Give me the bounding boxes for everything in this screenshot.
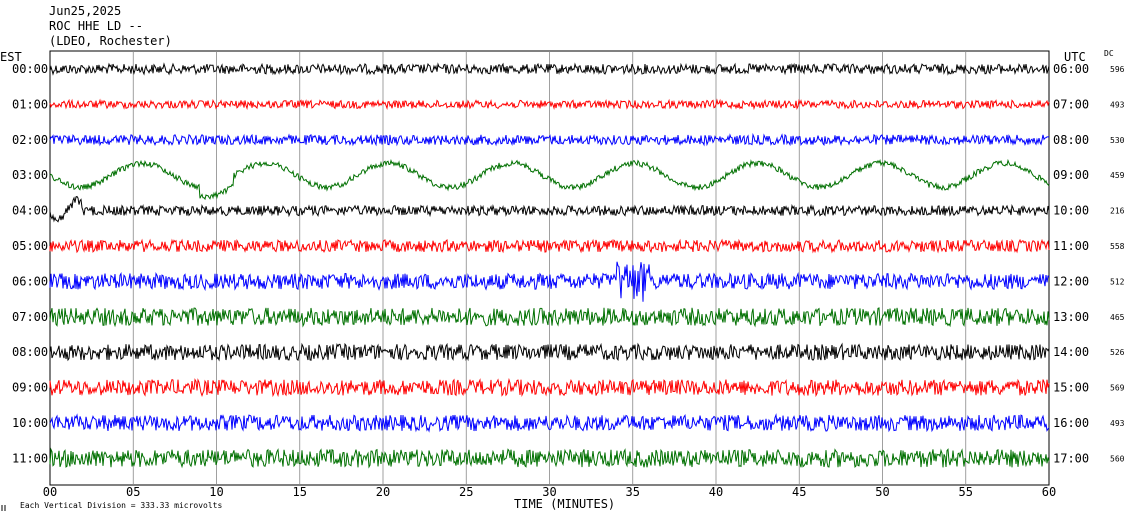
est-hour-label: 11:00 <box>12 451 48 465</box>
grid-lines <box>132 51 967 485</box>
est-hour-label: 08:00 <box>12 345 48 359</box>
trace-line <box>49 132 1050 147</box>
x-tick-label: 60 <box>1042 485 1056 499</box>
x-axis-label: TIME (MINUTES) <box>514 497 615 511</box>
x-tick-label: 15 <box>293 485 307 499</box>
right-timezone-label: UTC <box>1064 50 1086 64</box>
utc-hour-label: 13:00 <box>1053 310 1089 324</box>
trace-line <box>49 307 1050 328</box>
dc-header-label: DC <box>1104 49 1114 58</box>
utc-hour-label: 16:00 <box>1053 416 1089 430</box>
x-tick-label: 25 <box>459 485 473 499</box>
utc-hour-label: 09:00 <box>1053 168 1089 182</box>
utc-hour-label: 17:00 <box>1053 451 1089 465</box>
dc-offset-value: 465 <box>1110 313 1125 322</box>
x-tick-label: 35 <box>626 485 640 499</box>
dc-offset-value: 493 <box>1110 419 1125 428</box>
est-hour-label: 01:00 <box>12 97 48 111</box>
x-tick-label: 50 <box>875 485 889 499</box>
x-tick-label: 45 <box>792 485 806 499</box>
scale-icon <box>1 505 6 511</box>
est-hour-label: 09:00 <box>12 381 48 395</box>
dc-offset-value: 512 <box>1110 277 1125 286</box>
trace-line <box>49 261 1050 302</box>
trace-line <box>49 238 1050 254</box>
dc-offset-value: 526 <box>1110 348 1125 357</box>
dc-offset-value: 560 <box>1110 454 1125 463</box>
est-hour-label: 05:00 <box>12 239 48 253</box>
trace-line <box>49 195 1050 223</box>
header-station: ROC HHE LD -- <box>49 19 143 33</box>
est-hour-label: 06:00 <box>12 274 48 288</box>
trace-line <box>49 377 1050 398</box>
dc-offset-value: 596 <box>1110 65 1125 74</box>
est-hour-label: 03:00 <box>12 168 48 182</box>
left-timezone-label: EST <box>0 50 22 64</box>
trace-line <box>49 342 1050 362</box>
utc-hour-label: 11:00 <box>1053 239 1089 253</box>
est-hour-label: 07:00 <box>12 310 48 324</box>
trace-line <box>49 98 1050 111</box>
utc-hour-label: 07:00 <box>1053 97 1089 111</box>
trace-line <box>49 158 1050 201</box>
dc-offset-value: 459 <box>1110 171 1125 180</box>
utc-hour-label: 15:00 <box>1053 381 1089 395</box>
est-hour-label: 00:00 <box>12 62 48 76</box>
est-hour-label: 10:00 <box>12 416 48 430</box>
dc-offset-value: 216 <box>1110 207 1125 216</box>
utc-hour-label: 14:00 <box>1053 345 1089 359</box>
x-tick-label: 30 <box>542 485 556 499</box>
utc-hour-label: 10:00 <box>1053 204 1089 218</box>
header-date: Jun25,2025 <box>49 4 122 18</box>
x-tick-label: 05 <box>126 485 140 499</box>
dc-offset-value: 530 <box>1110 136 1125 145</box>
dc-offset-value: 558 <box>1110 242 1125 251</box>
x-tick-label: 20 <box>376 485 390 499</box>
trace-line <box>49 62 1050 76</box>
x-tick-label: 00 <box>43 485 57 499</box>
dc-offset-value: 493 <box>1110 100 1125 109</box>
axis-labels: 00 05 10 15 20 25 30 35 40 45 50 55 60 00:00 06:00 596 0… <box>12 62 1125 499</box>
trace-line <box>49 413 1050 433</box>
x-tick-label: 55 <box>959 485 973 499</box>
utc-hour-label: 08:00 <box>1053 133 1089 147</box>
x-tick-label: 40 <box>709 485 723 499</box>
scale-note: Each Vertical Division = 333.33 microvol… <box>20 501 222 510</box>
est-hour-label: 04:00 <box>12 204 48 218</box>
est-hour-label: 02:00 <box>12 133 48 147</box>
utc-hour-label: 06:00 <box>1053 62 1089 76</box>
header-network: (LDEO, Rochester) <box>49 34 172 48</box>
x-tick-label: 10 <box>209 485 223 499</box>
utc-hour-label: 12:00 <box>1053 274 1089 288</box>
dc-offset-value: 569 <box>1110 384 1125 393</box>
trace-line <box>49 447 1050 469</box>
traces <box>49 62 1050 469</box>
